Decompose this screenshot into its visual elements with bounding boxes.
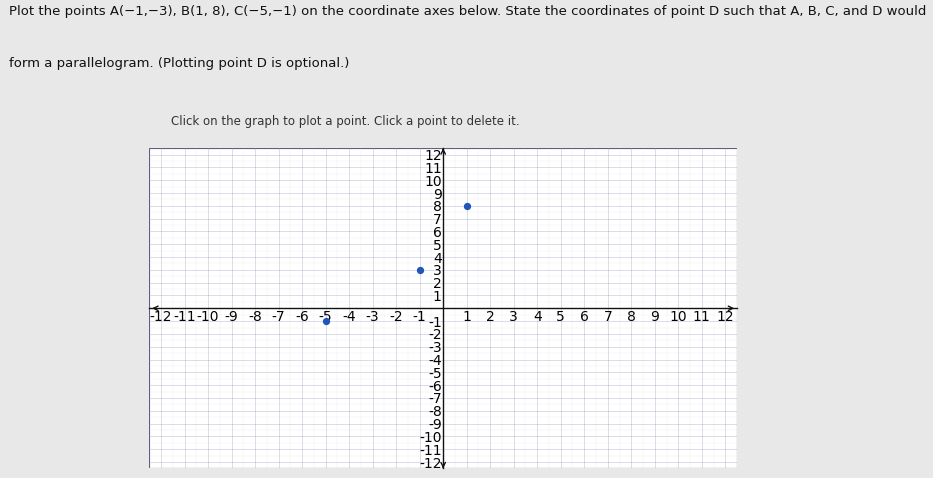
Point [459, 202, 474, 210]
Point [318, 317, 333, 325]
Text: Click on the graph to plot a point. Click a point to delete it.: Click on the graph to plot a point. Clic… [171, 115, 520, 128]
Text: form a parallelogram. (Plotting point D is optional.): form a parallelogram. (Plotting point D … [9, 57, 350, 70]
Point [412, 266, 427, 274]
Text: Plot the points A(−1,−3), B(1, 8), C(−5,−1) on the coordinate axes below. State : Plot the points A(−1,−3), B(1, 8), C(−5,… [9, 5, 926, 18]
